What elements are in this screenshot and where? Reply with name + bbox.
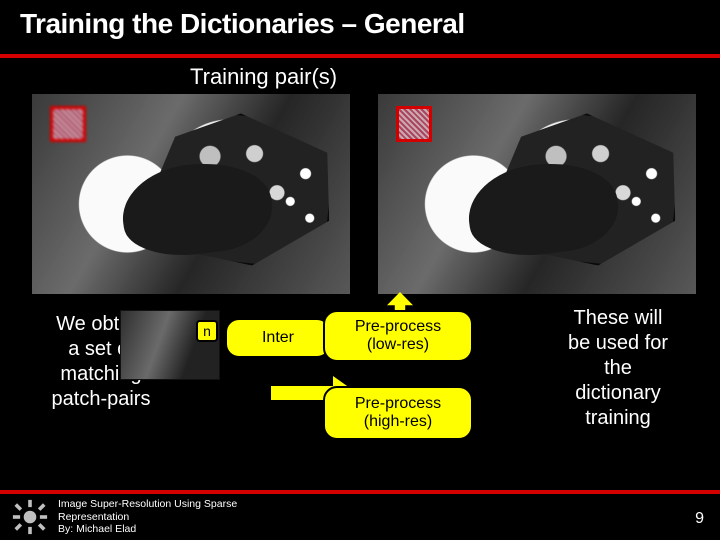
subtitle: Training pair(s) [190, 64, 337, 90]
left-note-l4: patch-pairs [52, 388, 151, 410]
training-image-high-res [378, 94, 696, 294]
footer-text: Image Super-Resolution Using Sparse Repr… [58, 498, 237, 536]
right-note-l5: training [585, 407, 651, 429]
right-note: These will be used for the dictionary tr… [538, 306, 698, 431]
footer: Image Super-Resolution Using Sparse Repr… [0, 490, 720, 540]
right-note-l3: the [604, 357, 632, 379]
preprocess-high-box: Pre-process(high-res) [323, 386, 473, 440]
footer-l2: Representation [58, 511, 129, 523]
process-diagram: Inter Pre-process(low-res) Pre-process(h… [215, 310, 475, 440]
footer-l1: Image Super-Resolution Using Sparse [58, 498, 237, 510]
title-block: Training the Dictionaries – General [20, 8, 700, 40]
right-note-l4: dictionary [575, 382, 661, 404]
institution-logo-icon [8, 497, 52, 537]
page-number: 9 [695, 510, 704, 528]
title-divider [0, 54, 720, 58]
page-title: Training the Dictionaries – General [20, 8, 700, 40]
patch-marker-high [396, 106, 432, 142]
preprocess-low-box: Pre-process(low-res) [323, 310, 473, 362]
patch-marker-low [50, 106, 86, 142]
n-index-label: n [196, 320, 218, 342]
training-pair-images [32, 94, 696, 294]
thumbnail-wing [114, 311, 196, 382]
interpolate-box: Inter [225, 318, 331, 358]
right-note-l2: be used for [568, 332, 668, 354]
training-image-low-res [32, 94, 350, 294]
slide: Training the Dictionaries – General Trai… [0, 0, 720, 540]
right-note-l1: These will [574, 307, 663, 329]
footer-l3: By: Michael Elad [58, 523, 136, 535]
